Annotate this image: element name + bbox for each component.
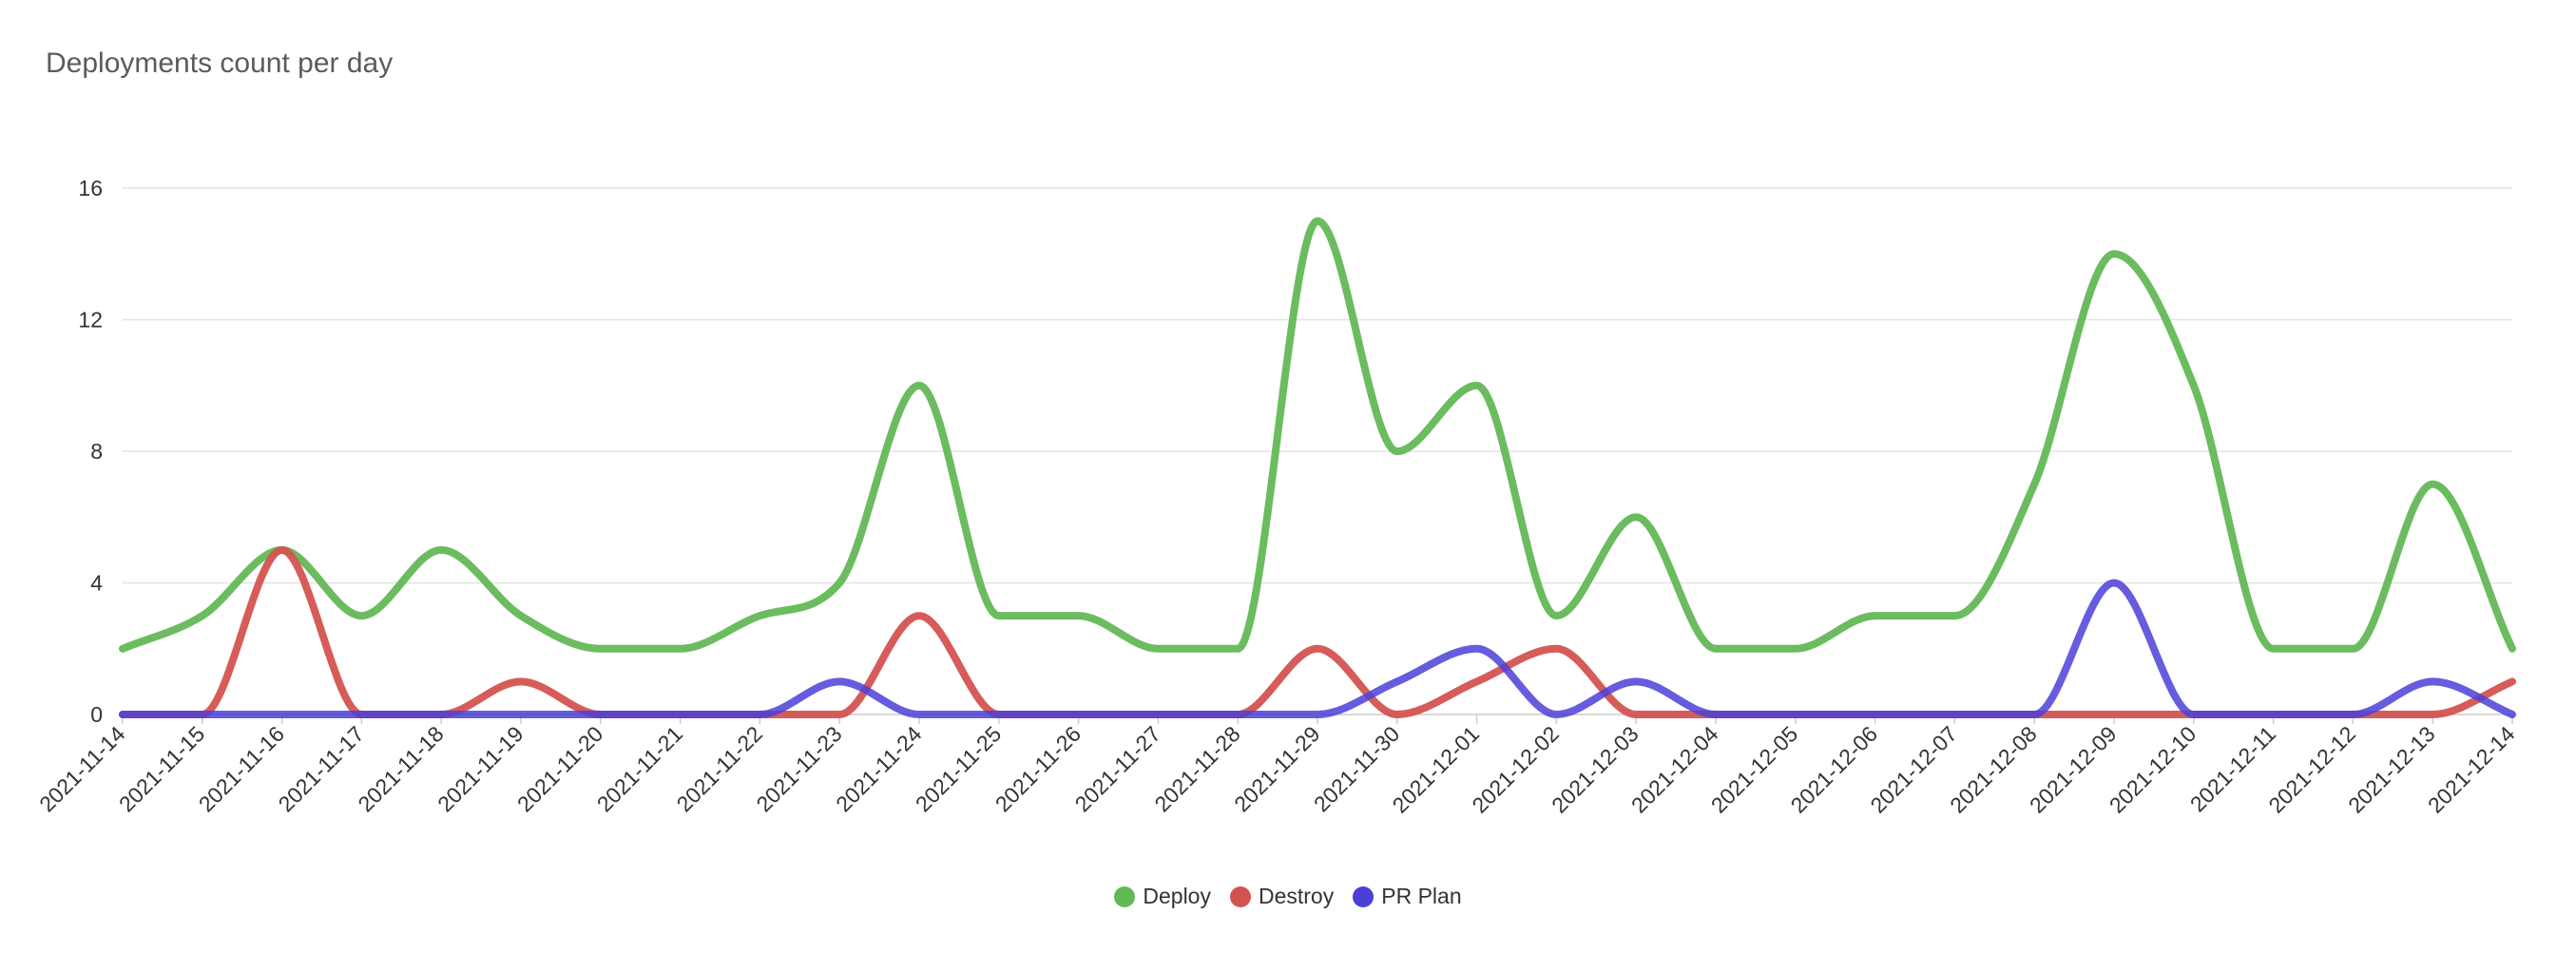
series-line-destroy (119, 545, 2516, 719)
x-tick-label: 2021-12-14 (2423, 721, 2520, 818)
legend-label: Deploy (1143, 884, 1211, 908)
y-tick-label: 8 (90, 439, 103, 464)
x-tick-label: 2021-11-21 (592, 721, 687, 816)
x-tick-label: 2021-11-19 (433, 721, 528, 816)
chart-title: Deployments count per day (46, 48, 394, 79)
legend-item-destroy[interactable]: Destroy (1229, 884, 1335, 909)
x-tick-label: 2021-11-23 (751, 721, 846, 816)
x-tick-label: 2021-11-28 (1149, 721, 1244, 816)
x-tick-label: 2021-11-18 (353, 721, 448, 816)
legend-item-deploy[interactable]: Deploy (1114, 884, 1211, 909)
x-tick-label: 2021-11-25 (911, 721, 1006, 816)
series-line-deploy (119, 217, 2516, 653)
x-tick-label: 2021-11-26 (990, 721, 1086, 816)
y-tick-label: 0 (90, 702, 103, 727)
legend-label: Destroy (1258, 884, 1335, 908)
x-tick-label: 2021-11-24 (831, 721, 927, 817)
x-tick-label: 2021-11-20 (512, 721, 607, 816)
x-tick-label: 2021-11-16 (194, 721, 289, 816)
x-tick-label: 2021-11-27 (1070, 721, 1165, 816)
legend-swatch (1353, 885, 1375, 907)
x-tick-label: 2021-11-29 (1229, 721, 1324, 816)
x-tick-label: 2021-12-10 (2105, 721, 2201, 818)
legend-swatch (1114, 885, 1136, 907)
x-tick-label: 2021-11-14 (34, 721, 130, 817)
x-tick-label: 2021-11-15 (114, 721, 209, 816)
y-tick-label: 4 (90, 571, 103, 596)
x-tick-label: 2021-11-17 (274, 721, 369, 816)
legend-swatch (1229, 885, 1251, 907)
chart-legend: Deploy Destroy PR Plan (0, 884, 2576, 909)
x-tick-label: 2021-11-22 (672, 721, 767, 816)
y-tick-label: 16 (78, 176, 103, 200)
legend-label: PR Plan (1381, 884, 1462, 908)
legend-item-pr-plan[interactable]: PR Plan (1353, 884, 1462, 909)
series-line-pr-plan (119, 579, 2516, 719)
y-tick-label: 12 (78, 308, 103, 333)
